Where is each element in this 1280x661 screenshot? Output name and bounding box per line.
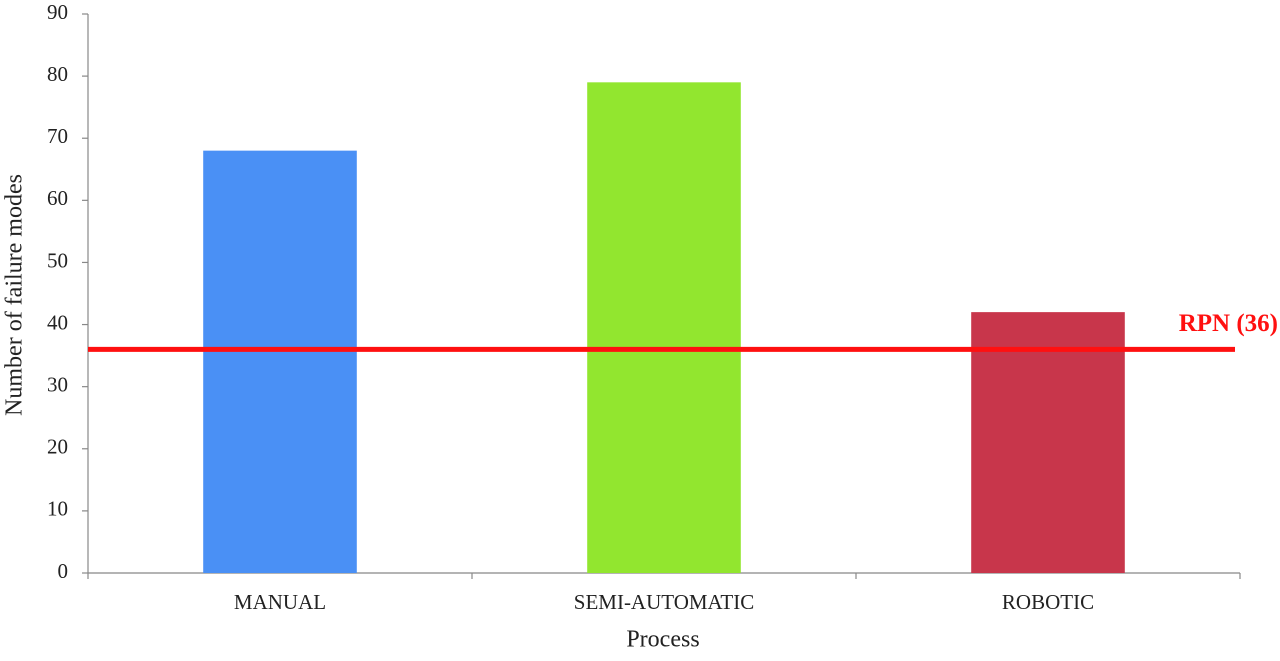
x-tick-label: SEMI-AUTOMATIC bbox=[574, 590, 754, 614]
x-tick-label: MANUAL bbox=[234, 590, 326, 614]
y-tick-label: 40 bbox=[47, 310, 68, 334]
y-tick-label: 50 bbox=[47, 248, 68, 272]
y-tick-label: 30 bbox=[47, 372, 68, 396]
y-tick-label: 60 bbox=[47, 186, 68, 210]
reference-label: RPN (36) bbox=[1179, 310, 1278, 337]
bar bbox=[587, 82, 741, 574]
bar bbox=[203, 150, 357, 573]
x-axis-label: Process bbox=[626, 627, 699, 653]
y-tick-label: 0 bbox=[58, 559, 69, 583]
y-tick-label: 70 bbox=[47, 124, 68, 148]
y-tick-label: 80 bbox=[47, 62, 68, 86]
y-tick-label: 10 bbox=[47, 497, 68, 521]
bar bbox=[971, 312, 1125, 573]
x-tick-label: ROBOTIC bbox=[1002, 590, 1094, 614]
y-tick-label: 90 bbox=[47, 0, 68, 24]
y-axis-label: Number of failure modes bbox=[2, 174, 28, 416]
y-tick-label: 20 bbox=[47, 435, 68, 459]
